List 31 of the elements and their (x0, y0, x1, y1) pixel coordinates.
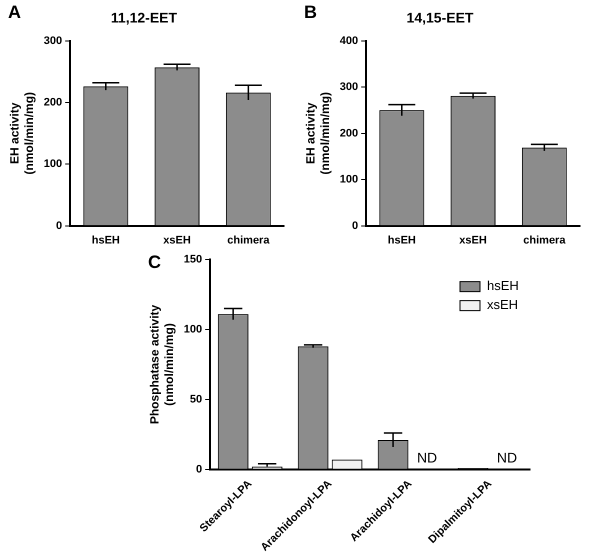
y-tick-label: 300 (44, 34, 62, 47)
y-tick-label: 0 (196, 463, 202, 476)
x-tick-label: chimera (227, 234, 270, 246)
annotation: ND (416, 449, 438, 466)
y-tick-label: 200 (340, 127, 358, 140)
legend-label: hsEH (487, 278, 519, 294)
y-tick-label: 100 (184, 324, 202, 336)
y-tick-label: 100 (340, 174, 358, 186)
y-tick-label: 0 (56, 220, 62, 232)
text: C (148, 252, 161, 272)
y-tick-label: 50 (190, 393, 202, 406)
y-tick-label: 400 (340, 34, 358, 47)
text: A (8, 2, 21, 22)
x-tick-label: xsEH (163, 234, 191, 246)
y-tick-label: 100 (44, 158, 62, 170)
y-tick-label: 0 (352, 220, 358, 232)
y-axis-title: EH activity (nmol/min/mg) (8, 92, 36, 175)
x-tick-label: hsEH (388, 234, 416, 246)
y-axis-title: Phosphatase activity (nmol/min/mg) (148, 304, 176, 424)
y-tick-label: 300 (340, 81, 358, 94)
annotation: ND (496, 449, 518, 466)
legend-label: xsEH (487, 297, 518, 312)
chart-title: 14,15-EET (406, 9, 474, 26)
y-tick-label: 150 (184, 254, 202, 266)
x-tick-label: chimera (523, 234, 566, 246)
chart-title: 11,12-EET (110, 9, 178, 26)
x-tick-label: xsEH (459, 234, 487, 246)
text: B (304, 2, 317, 22)
y-tick-label: 200 (44, 96, 62, 108)
y-axis-title: EH activity (nmol/min/mg) (304, 92, 332, 175)
x-tick-label: hsEH (92, 234, 120, 246)
